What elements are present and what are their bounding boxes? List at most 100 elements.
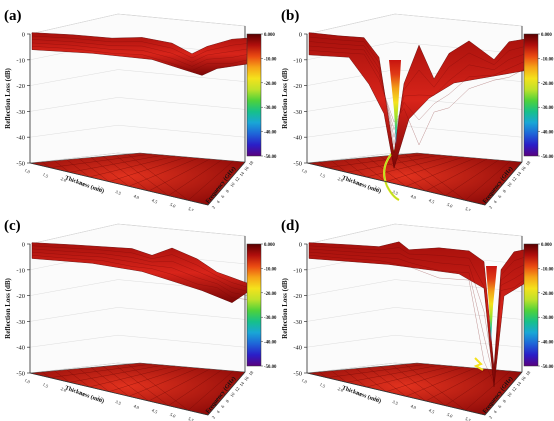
thickness-tick-label: 5.5	[187, 206, 195, 211]
frequency-tick-label: 16	[520, 165, 527, 172]
frequency-tick-label: 14	[238, 380, 245, 387]
z-tick-label: -20	[16, 293, 25, 300]
frequency-tick-label: 6	[497, 194, 503, 199]
thickness-tick-label: 1.5	[319, 382, 327, 389]
thickness-tick-label: 3.0	[373, 395, 381, 402]
frequency-tick-label: 16	[243, 165, 250, 172]
colorbar	[523, 243, 539, 367]
frequency-tick-label: 4	[492, 199, 498, 204]
z-tick-label: -50	[16, 161, 25, 168]
z-tick-label: -30	[16, 319, 25, 326]
frequency-tick-label: 10	[229, 181, 236, 188]
thickness-tick-label: 3.0	[373, 185, 381, 192]
thickness-tick-label: 4.0	[133, 403, 141, 410]
colorbar-tick-label: 0.000	[541, 243, 552, 248]
frequency-tick-label: 10	[506, 181, 513, 188]
thickness-tick-label: 4.0	[133, 193, 141, 200]
z-tick-label: -30	[293, 109, 302, 116]
chart-panel-3: 0 -10 -20 -30 -40 -50 Reflection Loss (dB) 1.0 1…	[4, 218, 277, 421]
z-tick-label: -10	[293, 267, 302, 274]
z-tick-label: 0	[299, 32, 302, 39]
colorbar	[523, 33, 539, 157]
rl-minimum-spike	[389, 60, 401, 145]
frequency-tick-label: 8	[502, 188, 508, 193]
frequency-tick-label: 14	[515, 380, 522, 387]
frequency-tick-label: 8	[502, 398, 508, 403]
frequency-tick-label: 12	[234, 176, 241, 183]
z-tick-label: 0	[22, 242, 25, 249]
z-tick-label: -30	[293, 319, 302, 326]
frequency-tick-label: 8	[225, 188, 231, 193]
panel-label: (a)	[4, 8, 22, 24]
z-tick-label: -10	[16, 267, 25, 274]
thickness-tick-label: 2.5	[78, 180, 86, 187]
thickness-tick-label: 2.0	[337, 386, 345, 393]
colorbar-tick-label: -40.00	[264, 131, 277, 136]
colorbar-tick-label: -50.00	[541, 365, 554, 370]
colorbar-tick-label: 0.000	[264, 243, 275, 248]
z-tick-label: -40	[293, 135, 302, 142]
rl-surface	[308, 241, 538, 387]
frequency-tick-label: 6	[497, 404, 503, 409]
frequency-tick-label: 2	[211, 205, 216, 210]
frequency-tick-label: 6	[220, 194, 226, 199]
frequency-tick-label: 8	[225, 398, 231, 403]
z-tick-label: -20	[16, 83, 25, 90]
frequency-tick-label: 2	[488, 205, 493, 210]
z-tick-label: -30	[16, 109, 25, 116]
thickness-tick-label: 4.0	[410, 403, 418, 410]
z-tick-label: -40	[16, 345, 25, 352]
colorbar	[246, 243, 262, 367]
thickness-tick-label: 2.5	[355, 390, 363, 397]
frequency-tick-label: 16	[243, 375, 250, 382]
thickness-tick-label: 2.0	[337, 176, 345, 183]
thickness-tick-label: 1.0	[24, 377, 32, 384]
colorbar-tick-label: -30.00	[264, 316, 277, 321]
thickness-tick-label: 4.5	[151, 198, 159, 205]
frequency-tick-label: 10	[506, 391, 513, 398]
rl-minimum-spike	[486, 266, 497, 342]
frequency-tick-label: 4	[215, 409, 221, 414]
thickness-tick-label: 1.0	[24, 167, 32, 174]
z-tick-label: -10	[293, 57, 302, 64]
thickness-tick-label: 4.5	[428, 198, 436, 205]
z-axis-label: Reflection Loss (dB)	[4, 278, 12, 339]
colorbar-tick-label: -20.00	[541, 292, 554, 297]
colorbar-tick-label: 0.000	[541, 33, 552, 38]
frequency-tick-label: 12	[234, 386, 241, 393]
thickness-tick-label: 2.5	[78, 390, 86, 397]
z-tick-label: 0	[22, 32, 25, 39]
colorbar-tick-label: -10.00	[264, 57, 277, 62]
thickness-tick-label: 3.0	[96, 395, 104, 402]
thickness-tick-label: 3.5	[392, 399, 400, 406]
frequency-tick-label: 10	[229, 391, 236, 398]
z-tick-label: -10	[16, 57, 25, 64]
thickness-tick-label: 2.0	[60, 386, 68, 393]
thickness-tick-label: 4.0	[410, 193, 418, 200]
thickness-tick-label: 3.5	[115, 189, 123, 196]
thickness-tick-label: 3.5	[392, 189, 400, 196]
rl-surface	[308, 32, 538, 169]
z-tick-label: -50	[293, 161, 302, 168]
frequency-tick-label: 2	[211, 415, 216, 420]
frequency-tick-label: 14	[515, 170, 522, 177]
floor-absorption-band	[473, 357, 484, 371]
thickness-tick-label: 2.0	[60, 176, 68, 183]
frequency-tick-label: 18	[525, 369, 532, 376]
thickness-tick-label: 3.0	[96, 185, 104, 192]
thickness-tick-label: 5.0	[169, 412, 177, 419]
panel-label: (c)	[4, 218, 21, 234]
thickness-tick-label: 1.0	[301, 167, 309, 174]
thickness-tick-label: 5.5	[464, 416, 472, 421]
colorbar-tick-label: -20.00	[264, 82, 277, 87]
colorbar-tick-label: -50.00	[264, 155, 277, 160]
thickness-tick-label: 5.5	[464, 206, 472, 211]
thickness-tick-label: 5.0	[446, 412, 454, 419]
frequency-tick-label: 4	[215, 199, 221, 204]
z-axis-label: Reflection Loss (dB)	[4, 68, 12, 129]
z-tick-label: -40	[293, 345, 302, 352]
colorbar-tick-label: -50.00	[264, 365, 277, 370]
thickness-tick-label: 4.5	[428, 408, 436, 415]
colorbar-tick-label: 0.000	[264, 33, 275, 38]
z-tick-label: 0	[299, 242, 302, 249]
